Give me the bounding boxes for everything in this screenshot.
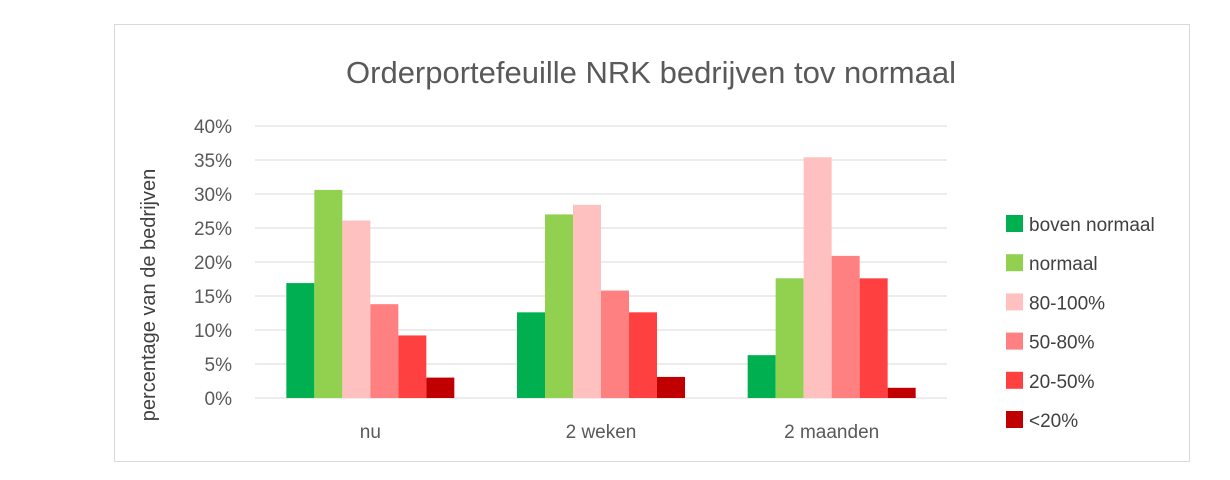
y-tick-label: 30% (194, 185, 232, 206)
chart-title: Orderportefeuille NRK bedrijven tov norm… (346, 55, 956, 90)
y-axis-label: percentage van de bedrijven (138, 169, 160, 421)
bar (517, 312, 545, 398)
y-tick-label: 5% (205, 355, 233, 376)
legend: boven normaal normaal 80-100% 50-80% 20-50% <… (1006, 215, 1155, 432)
y-tick-label: 0% (205, 389, 233, 410)
bar (629, 312, 657, 398)
y-axis-ticks: 0% 5% 10% 15% 20% 25% 30% 35% 40% (194, 117, 232, 410)
y-tick-label: 40% (194, 117, 232, 138)
bar (831, 255, 860, 398)
y-tick-label: 20% (194, 253, 232, 274)
bar (314, 189, 343, 398)
chart-frame (114, 24, 1190, 462)
legend-entry: normaal (1029, 254, 1098, 275)
bar (286, 283, 315, 398)
bar (573, 204, 601, 398)
legend-swatch (1006, 371, 1023, 389)
y-tick-label: 10% (194, 321, 232, 342)
legend-entry: <20% (1029, 411, 1078, 432)
legend-entry: 50-80% (1029, 333, 1095, 354)
bar (657, 376, 685, 398)
bars (286, 157, 916, 398)
legend-entry: boven normaal (1029, 215, 1155, 236)
y-tick-label: 35% (194, 151, 232, 172)
bar (859, 278, 888, 398)
legend-entry: 20-50% (1029, 372, 1095, 393)
bar (747, 355, 776, 398)
bar (370, 304, 399, 398)
y-tick-label: 15% (194, 287, 232, 308)
bar (775, 278, 804, 398)
bar (601, 290, 629, 398)
y-tick-label: 25% (194, 219, 232, 240)
legend-swatch (1006, 332, 1023, 350)
x-category-label: nu (360, 422, 381, 443)
x-category-label: 2 maanden (784, 422, 879, 443)
bar (342, 220, 371, 398)
legend-swatch (1006, 254, 1023, 272)
x-axis-categories: nu 2 weken 2 maanden (360, 422, 879, 443)
bar (887, 387, 916, 398)
x-category-label: 2 weken (566, 422, 637, 443)
bar (545, 214, 573, 398)
legend-swatch (1006, 411, 1023, 428)
bar (803, 157, 832, 398)
legend-entry: 80-100% (1029, 293, 1105, 314)
bar (398, 335, 427, 398)
legend-swatch (1006, 293, 1023, 311)
bar (426, 377, 455, 398)
legend-swatch (1006, 215, 1023, 232)
